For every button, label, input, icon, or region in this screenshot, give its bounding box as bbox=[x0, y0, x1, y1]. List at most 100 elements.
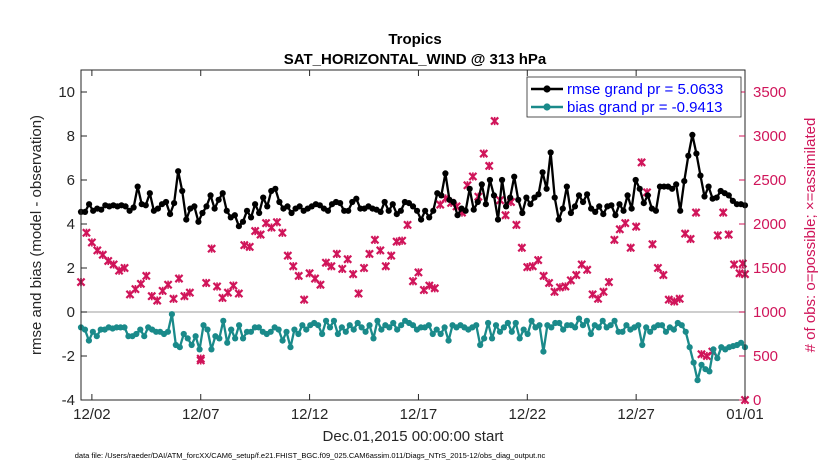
rmse-point bbox=[470, 206, 477, 213]
rmse-point bbox=[134, 183, 141, 190]
obs-count-marker bbox=[272, 217, 282, 227]
obs-count-marker bbox=[403, 220, 412, 230]
bias-point bbox=[216, 335, 223, 342]
obs-count-marker bbox=[533, 255, 543, 265]
rmse-point bbox=[567, 209, 575, 217]
rmse-point bbox=[535, 191, 542, 198]
legend-box bbox=[526, 76, 742, 118]
obs-count-marker bbox=[326, 261, 336, 271]
rmse-point bbox=[539, 169, 546, 176]
rmse-point bbox=[252, 201, 259, 208]
rmse-point bbox=[183, 216, 190, 223]
bias-point bbox=[492, 322, 500, 329]
bias-point bbox=[445, 337, 452, 344]
obs-count-marker bbox=[539, 271, 549, 281]
rmse-point bbox=[636, 185, 643, 192]
obs-count-marker bbox=[381, 261, 391, 271]
bias-point bbox=[524, 330, 531, 338]
obs-count-marker bbox=[141, 271, 151, 281]
obs-count-marker bbox=[626, 243, 636, 253]
bias-point bbox=[168, 311, 175, 318]
rmse-point bbox=[677, 207, 684, 214]
bias-point bbox=[611, 317, 618, 324]
rmse-point bbox=[171, 200, 178, 207]
bias-point bbox=[488, 335, 496, 342]
bias-point bbox=[342, 328, 349, 335]
obs-count-marker bbox=[321, 258, 331, 268]
rmse-point bbox=[725, 192, 732, 199]
bias-point bbox=[437, 330, 444, 338]
bias-point bbox=[398, 322, 405, 329]
bias-point bbox=[710, 346, 717, 353]
bias-point bbox=[682, 328, 689, 335]
bias-point bbox=[587, 330, 594, 338]
obs-count-marker bbox=[163, 280, 173, 290]
obs-count-marker bbox=[343, 254, 353, 264]
obs-count-marker bbox=[234, 289, 244, 298]
rmse-point bbox=[584, 191, 591, 198]
obs-count-marker bbox=[103, 256, 113, 266]
obs-count-marker bbox=[544, 278, 554, 288]
obs-count-marker bbox=[408, 276, 418, 286]
bias-point bbox=[639, 341, 646, 349]
obs-count-marker bbox=[277, 228, 287, 238]
obs-count-marker bbox=[604, 277, 614, 287]
bias-point bbox=[350, 326, 357, 333]
obs-count-marker bbox=[229, 281, 238, 290]
obs-count-marker bbox=[359, 263, 369, 273]
bias-point bbox=[121, 324, 128, 331]
rmse-point bbox=[264, 203, 271, 210]
bias-point bbox=[208, 346, 215, 353]
obs-count-marker bbox=[87, 238, 97, 247]
rmse-point bbox=[422, 207, 429, 214]
bias-point bbox=[236, 322, 243, 329]
bias-point bbox=[358, 324, 365, 331]
bias-point bbox=[370, 335, 377, 342]
obs-count-marker bbox=[169, 294, 178, 304]
rmse-point bbox=[551, 194, 558, 201]
rmse-point bbox=[337, 200, 344, 207]
y-axis-left-label: rmse and bias (model - observation) bbox=[28, 115, 45, 355]
rmse-point bbox=[98, 206, 105, 213]
obs-count-marker bbox=[653, 263, 663, 273]
bias-point bbox=[643, 324, 650, 331]
rmse-point bbox=[547, 149, 554, 156]
rmse-point bbox=[389, 201, 396, 208]
rmse-point bbox=[284, 203, 291, 210]
rmse-point bbox=[454, 212, 461, 219]
bias-point bbox=[647, 328, 654, 335]
obs-count-marker bbox=[201, 278, 211, 288]
obs-count-marker bbox=[256, 230, 265, 239]
bias-point bbox=[579, 322, 587, 329]
obs-count-marker bbox=[593, 294, 603, 304]
x-tick-label: 12/07 bbox=[182, 406, 220, 423]
bias-point bbox=[706, 368, 713, 375]
obs-count-marker bbox=[82, 228, 91, 238]
y-right-tick-label: 500 bbox=[753, 348, 778, 365]
obs-count-marker bbox=[718, 208, 728, 217]
rmse-point bbox=[673, 181, 680, 188]
rmse-point bbox=[154, 205, 162, 212]
rmse-point bbox=[624, 192, 631, 199]
obs-count-marker bbox=[283, 251, 293, 261]
bias-point bbox=[504, 319, 511, 327]
legend-rmse-label: rmse grand pr = 5.0633 bbox=[567, 81, 723, 98]
x-tick-label: 12/27 bbox=[617, 406, 655, 423]
y-left-tick-label: 0 bbox=[67, 304, 75, 321]
bias-point bbox=[228, 326, 235, 333]
rmse-point bbox=[697, 172, 704, 179]
bias-point bbox=[409, 322, 417, 329]
rmse-series bbox=[77, 131, 749, 230]
rmse-point bbox=[426, 214, 433, 221]
rmse-point bbox=[555, 216, 562, 223]
bias-point bbox=[662, 328, 670, 335]
rmse-point bbox=[681, 178, 688, 185]
obs-count-marker bbox=[365, 249, 374, 259]
rmse-point bbox=[219, 190, 226, 197]
rmse-point bbox=[211, 205, 218, 212]
obs-count-marker bbox=[517, 243, 527, 253]
rmse-point bbox=[474, 198, 481, 206]
bias-point bbox=[485, 319, 492, 327]
rmse-point bbox=[377, 208, 384, 215]
obs-count-marker bbox=[152, 296, 162, 305]
